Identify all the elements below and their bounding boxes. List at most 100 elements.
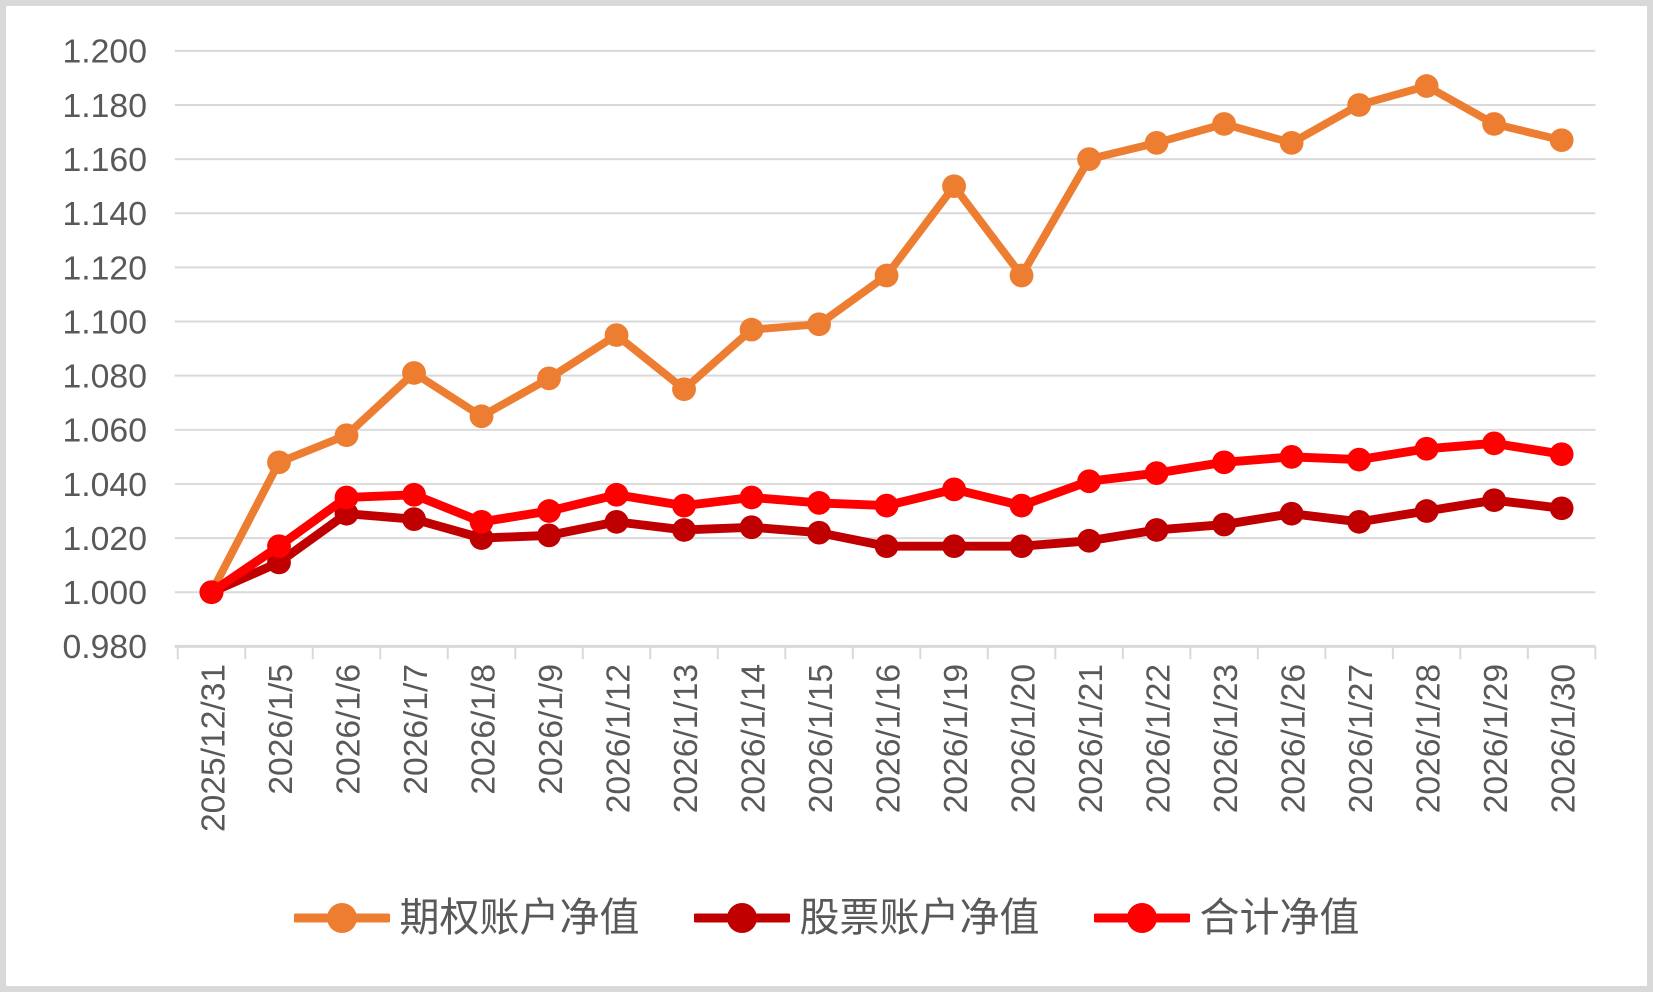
data-point-marker [1279, 445, 1304, 469]
x-axis-tick-label: 2026/1/26 [1275, 664, 1312, 813]
x-axis-tick-label: 2026/1/5 [263, 664, 300, 795]
data-point-marker [739, 515, 764, 540]
data-point-marker [1414, 74, 1439, 98]
y-axis-tick-label: 1.200 [63, 34, 147, 71]
data-point-marker [1212, 450, 1237, 475]
data-point-marker [739, 485, 764, 510]
legend-marker-options-icon [293, 903, 390, 933]
x-axis-tick-label: 2026/1/12 [600, 664, 637, 813]
series-stock [199, 488, 1574, 605]
x-axis-tick-label: 2026/1/28 [1410, 664, 1447, 813]
x-axis-tick-label: 2026/1/13 [668, 664, 705, 813]
data-point-marker [267, 550, 291, 575]
data-point-marker [1009, 263, 1034, 288]
series-total [199, 431, 1574, 605]
data-point-marker [739, 317, 764, 342]
data-point-marker [1144, 518, 1169, 542]
y-axis-tick-label: 1.140 [63, 196, 147, 233]
x-axis-tick-label: 2026/1/22 [1140, 664, 1177, 813]
y-axis-tick-label: 1.060 [63, 413, 147, 450]
y-axis-tick-label: 1.100 [63, 304, 147, 341]
data-point-marker [537, 523, 561, 548]
x-axis-tick-label: 2026/1/8 [465, 664, 502, 795]
legend-item-stock-account: 股票账户净值 [693, 896, 1040, 940]
data-point-marker [1279, 501, 1304, 526]
x-axis-tick-label: 2025/12/31 [195, 664, 232, 832]
x-axis-tick-label: 2026/1/19 [938, 664, 975, 813]
x-axis-tick-label: 2026/1/9 [533, 664, 570, 795]
data-point-marker [334, 485, 359, 510]
y-axis-tick-label: 1.180 [63, 88, 147, 125]
y-axis-tick-label: 1.040 [63, 467, 147, 504]
x-axis-tick-label: 2026/1/20 [1005, 664, 1042, 813]
data-point-marker [604, 482, 629, 507]
data-point-marker [267, 534, 291, 559]
y-axis-tick-label: 1.080 [63, 359, 147, 396]
x-axis-tick-label: 2026/1/6 [330, 664, 367, 795]
series-options [199, 74, 1574, 605]
x-axis [174, 644, 1597, 660]
net-value-line-chart: 1.200 1.180 1.160 1.140 1.120 1.100 1.080 1.060… [63, 34, 1597, 832]
data-point-marker [1482, 488, 1507, 513]
data-point-marker [469, 404, 494, 429]
data-point-marker [1009, 534, 1034, 559]
legend-marker-stock-icon [693, 903, 790, 933]
data-point-marker [1482, 112, 1507, 136]
x-axis-tick-label: 2026/1/15 [803, 664, 840, 813]
data-point-marker [469, 526, 494, 550]
legend-item-options-account: 期权账户净值 [293, 896, 640, 940]
data-point-marker [1549, 442, 1574, 467]
legend-label-total: 合计净值 [1199, 896, 1360, 940]
data-point-marker [267, 450, 291, 475]
y-axis-tick-label: 1.120 [63, 250, 147, 287]
legend-marker-total-icon [1093, 903, 1190, 933]
data-point-marker [1212, 112, 1237, 136]
data-point-marker [402, 507, 426, 531]
data-point-marker [537, 499, 561, 523]
x-axis-tick-label: 2026/1/16 [870, 664, 907, 813]
data-point-marker [1009, 493, 1034, 518]
data-point-marker [1279, 131, 1304, 155]
data-point-marker [672, 518, 696, 542]
data-point-marker [1077, 528, 1101, 553]
data-point-marker [1347, 93, 1372, 117]
legend-item-total: 合计净值 [1093, 896, 1360, 940]
x-axis-tick-label: 2026/1/29 [1478, 664, 1515, 813]
data-point-marker [537, 366, 561, 391]
x-axis-tick-label: 2026/1/30 [1545, 664, 1582, 813]
data-point-marker [1077, 147, 1101, 171]
y-axis-tick-label: 0.980 [63, 629, 147, 666]
data-point-marker [807, 520, 831, 545]
legend-label-stock-account: 股票账户净值 [799, 896, 1040, 940]
x-axis-tick-label: 2026/1/23 [1208, 664, 1245, 813]
data-point-marker [604, 509, 629, 534]
data-point-marker [334, 501, 359, 526]
data-point-marker [199, 580, 224, 605]
data-point-marker [1482, 431, 1507, 456]
data-point-marker [874, 263, 899, 288]
data-point-marker [874, 493, 899, 518]
data-point-marker [672, 377, 696, 402]
data-point-marker [672, 493, 696, 518]
data-point-marker [1212, 512, 1237, 537]
data-point-marker [1144, 461, 1169, 485]
x-axis-labels: 2025/12/31 2026/1/5 2026/1/6 2026/1/7 2026/1… [195, 664, 1582, 832]
data-point-marker [1077, 469, 1101, 494]
data-point-marker [334, 423, 359, 448]
data-point-marker [807, 491, 831, 515]
y-axis-tick-label: 1.160 [63, 142, 147, 179]
data-point-marker [942, 174, 966, 199]
data-point-marker [402, 482, 426, 507]
legend-label-options-account: 期权账户净值 [399, 896, 640, 940]
x-axis-tick-label: 2026/1/7 [398, 664, 435, 795]
data-point-marker [469, 509, 494, 534]
y-axis-tick-label: 1.000 [63, 575, 147, 612]
data-point-marker [1347, 447, 1372, 472]
x-axis-tick-label: 2026/1/21 [1073, 664, 1110, 813]
data-point-marker [1549, 496, 1574, 521]
data-point-marker [604, 323, 629, 347]
data-point-marker [1347, 509, 1372, 534]
data-point-marker [1549, 128, 1574, 153]
y-axis-tick-label: 1.020 [63, 521, 147, 558]
